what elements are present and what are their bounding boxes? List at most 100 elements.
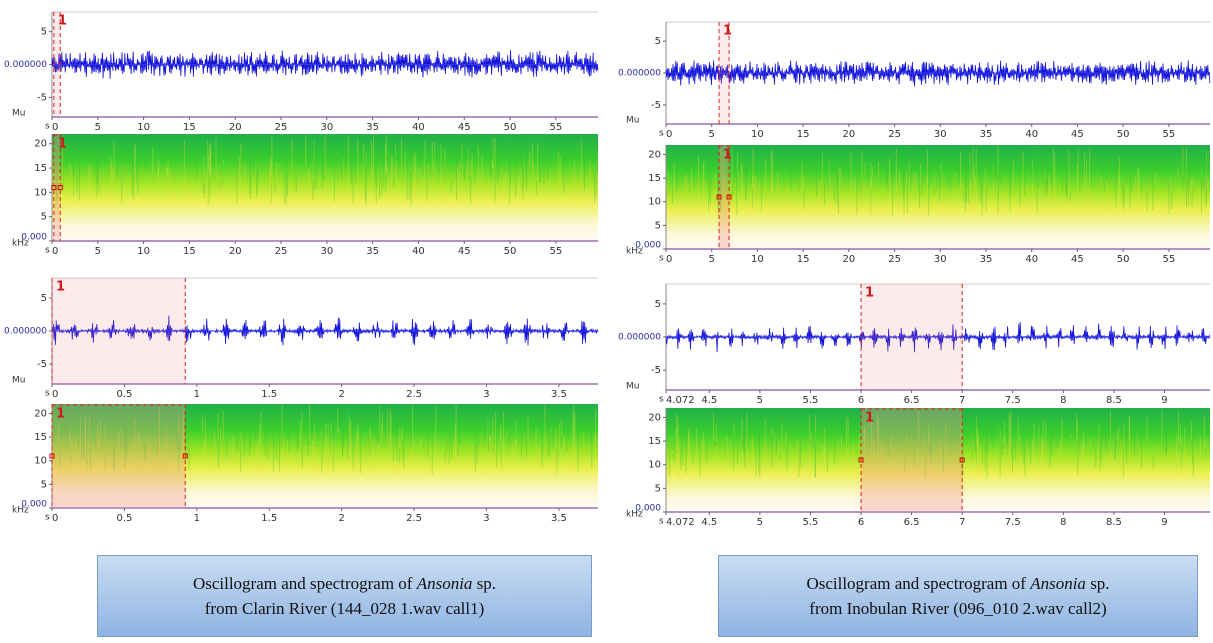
x-tick-label: 30 bbox=[320, 246, 333, 257]
x-tick-label: 4.5 bbox=[701, 395, 717, 406]
x-tick-label: 5.5 bbox=[802, 395, 818, 406]
y-tick-label: 0.000 bbox=[21, 233, 47, 243]
selection-handle bbox=[726, 194, 732, 200]
x-tick-label: 5 bbox=[95, 122, 101, 133]
y-tick-label: 20 bbox=[34, 408, 47, 419]
y-tick-label: 0.000000 bbox=[4, 327, 47, 337]
x-tick-label: 50 bbox=[1117, 129, 1130, 140]
y-tick-label: 20 bbox=[648, 412, 661, 423]
x-tick-label: 0 bbox=[52, 389, 58, 400]
y-tick-label: 5 bbox=[655, 299, 661, 310]
x-tick-label: 15 bbox=[797, 254, 810, 265]
spectrogram bbox=[52, 134, 598, 241]
selection-label: 1 bbox=[56, 280, 65, 295]
y-tick-label: -5 bbox=[651, 365, 661, 376]
selection-handle bbox=[858, 457, 864, 463]
y-tick-label: -5 bbox=[37, 359, 47, 370]
y-tick-label: 15 bbox=[34, 432, 47, 443]
x-tick-label: 0 bbox=[52, 246, 58, 257]
x-tick-label: 55 bbox=[1162, 254, 1175, 265]
x-tick-label: 6 bbox=[858, 395, 864, 406]
x-unit: s bbox=[45, 513, 50, 523]
caption: Oscillogram and spectrogram of Ansonia s… bbox=[718, 555, 1198, 637]
x-tick-label: 0 bbox=[52, 122, 58, 133]
x-tick-label: 30 bbox=[320, 122, 333, 133]
caption-species: Ansonia bbox=[416, 574, 473, 593]
caption-text: Oscillogram and spectrogram of bbox=[806, 574, 1031, 593]
x-tick-label: 6 bbox=[858, 517, 864, 528]
selection-label: 1 bbox=[56, 407, 65, 422]
x-tick-label: 7 bbox=[959, 517, 965, 528]
y-tick-label: 0.000000 bbox=[618, 333, 661, 343]
x-tick-label: 30 bbox=[934, 254, 947, 265]
x-tick-label: 20 bbox=[842, 129, 855, 140]
y-tick-label: 10 bbox=[648, 460, 661, 471]
x-unit: s bbox=[659, 395, 664, 405]
y-tick-label: 5 bbox=[655, 483, 661, 494]
y-tick-label: 20 bbox=[34, 139, 47, 150]
x-tick-label: 25 bbox=[275, 122, 288, 133]
waveform bbox=[665, 60, 1211, 87]
x-tick-label: 9 bbox=[1161, 395, 1167, 406]
x-tick-label: 2.5 bbox=[406, 513, 422, 524]
y-tick-label: 10 bbox=[648, 197, 661, 208]
selection-handle bbox=[57, 185, 63, 190]
caption-text: sp. bbox=[1085, 574, 1110, 593]
x-tick-label: 25 bbox=[888, 254, 901, 265]
x-tick-label: 55 bbox=[549, 246, 562, 257]
selection-handle bbox=[716, 194, 722, 200]
x-tick-label: 30 bbox=[934, 129, 947, 140]
y-unit: Mu bbox=[12, 109, 25, 119]
selection-osc bbox=[861, 284, 963, 390]
x-tick-label: 8 bbox=[1060, 395, 1066, 406]
x-tick-label: 20 bbox=[229, 122, 242, 133]
x-tick-label: 8.5 bbox=[1106, 517, 1122, 528]
selection-label: 1 bbox=[723, 24, 732, 39]
y-tick-label: 0.000 bbox=[635, 241, 661, 251]
caption-line: from Inobulan River (096_010 2.wav call2… bbox=[809, 599, 1107, 618]
x-tick-label: 15 bbox=[183, 246, 196, 257]
x-tick-label: 1.5 bbox=[261, 513, 277, 524]
x-tick-label: 10 bbox=[137, 122, 150, 133]
x-tick-label: 8.5 bbox=[1106, 395, 1122, 406]
selection-spec bbox=[719, 145, 730, 249]
y-tick-label: 10 bbox=[34, 456, 47, 467]
selection-handle bbox=[51, 185, 57, 190]
spectrogram-field bbox=[666, 408, 1210, 512]
x-tick-label: 20 bbox=[842, 254, 855, 265]
x-unit: s bbox=[45, 122, 50, 132]
x-tick-label: 5.5 bbox=[802, 517, 818, 528]
waveform bbox=[51, 50, 599, 79]
selection-osc bbox=[53, 12, 61, 117]
selection-label: 1 bbox=[723, 148, 732, 163]
x-tick-label: 45 bbox=[1071, 254, 1084, 265]
y-unit: Mu bbox=[12, 376, 25, 386]
x-unit: s bbox=[659, 254, 664, 264]
x-tick-label: 55 bbox=[1162, 129, 1175, 140]
y-unit: kHz bbox=[12, 239, 29, 249]
x-tick-label: 2.5 bbox=[406, 389, 422, 400]
x-tick-label: 50 bbox=[504, 122, 517, 133]
x-tick-label: 15 bbox=[183, 122, 196, 133]
x-tick-label: 35 bbox=[366, 246, 379, 257]
y-tick-label: 0.000000 bbox=[618, 69, 661, 79]
y-unit: kHz bbox=[626, 247, 643, 257]
x-tick-label: 7.5 bbox=[1005, 395, 1021, 406]
caption: Oscillogram and spectrogram of Ansonia s… bbox=[97, 555, 592, 637]
caption-line: from Clarin River (144_028 1.wav call1) bbox=[204, 599, 485, 618]
spectrogram bbox=[666, 408, 1210, 512]
caption-species: Ansonia bbox=[1030, 574, 1086, 593]
x-tick-label: 20 bbox=[229, 246, 242, 257]
x-tick-label: 10 bbox=[137, 246, 150, 257]
x-tick-label: 1.5 bbox=[261, 389, 277, 400]
x-tick-label: 10 bbox=[751, 129, 764, 140]
spectrogram-field bbox=[666, 145, 1210, 249]
x-tick-label: 9 bbox=[1161, 517, 1167, 528]
x-tick-label: 3 bbox=[483, 513, 489, 524]
x-tick-label: 35 bbox=[980, 129, 993, 140]
x-tick-label: 0 bbox=[666, 254, 672, 265]
x-tick-label: 7 bbox=[959, 395, 965, 406]
y-tick-label: 0.000 bbox=[21, 500, 47, 510]
